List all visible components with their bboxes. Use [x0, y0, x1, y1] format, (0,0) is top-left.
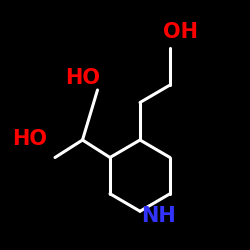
Text: NH: NH	[142, 206, 176, 226]
Text: HO: HO	[65, 68, 100, 87]
Text: HO: HO	[12, 129, 48, 149]
Text: OH: OH	[162, 22, 198, 42]
